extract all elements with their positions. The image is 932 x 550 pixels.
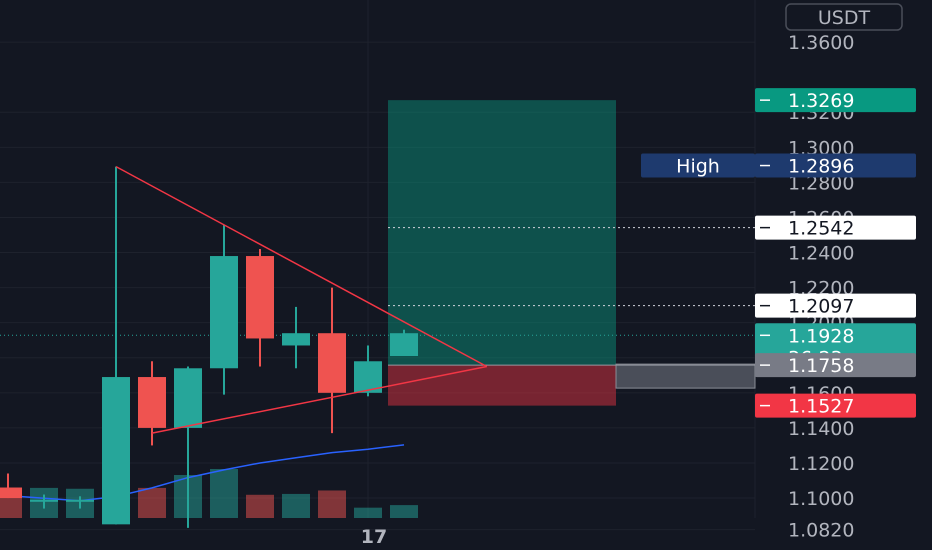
guide-price-label-upper-bg — [755, 215, 916, 240]
y-tick-label: 1.1200 — [788, 453, 854, 475]
high-price-label-bg — [755, 153, 916, 178]
y-tick-label: 1.2400 — [788, 243, 854, 265]
volume-bar — [138, 487, 166, 518]
high-price-label: 1.2896 — [788, 156, 854, 178]
y-tick-label: 1.1000 — [788, 488, 854, 510]
volume-bar — [354, 507, 382, 518]
y-tick-label: 1.3600 — [788, 32, 854, 54]
high-tag-bg — [641, 153, 755, 178]
volume-bar — [210, 468, 238, 518]
x-tick-label: 17 — [361, 526, 387, 548]
candle-body — [66, 499, 94, 502]
volume-bar — [0, 492, 22, 518]
currency-box — [785, 3, 903, 31]
currency-label: USDT — [818, 7, 871, 29]
candle-body — [390, 333, 418, 356]
entry-price-label-bg — [755, 353, 916, 378]
position-profit-zone — [388, 100, 616, 366]
candle-body — [30, 499, 58, 502]
candle-body — [318, 333, 346, 393]
candle-body — [246, 256, 274, 339]
y-tick-label: 1.2800 — [788, 172, 854, 194]
high-tag-label: High — [676, 156, 720, 178]
entry-price-label: 1.1758 — [788, 355, 854, 377]
candle-body — [102, 377, 130, 525]
candle-body — [282, 333, 310, 346]
volume-bar — [282, 493, 310, 518]
position-loss-zone — [388, 365, 616, 406]
position-extension-box — [615, 363, 756, 389]
y-tick-label: 1.0820 — [788, 520, 854, 542]
stop-price-label: 1.1527 — [788, 396, 854, 418]
volume-bar — [390, 505, 418, 518]
volume-bar — [246, 494, 274, 518]
triangle-upper-line — [115, 165, 488, 368]
candle-body — [210, 256, 238, 369]
candle-body — [138, 377, 166, 428]
y-tick-label: 1.1400 — [788, 418, 854, 440]
target-price-label-bg — [755, 88, 916, 113]
guide-price-label-lower-bg — [755, 293, 916, 318]
candle-body — [174, 368, 202, 428]
current-price-label: 1.1928 — [788, 325, 854, 347]
triangle-lower-line — [151, 365, 487, 434]
stop-price-label-bg — [755, 393, 916, 418]
target-price-label: 1.3269 — [788, 90, 854, 112]
guide-price-label-upper: 1.2542 — [788, 218, 854, 240]
candle-body — [0, 487, 22, 499]
volume-bar — [318, 490, 346, 518]
guide-price-label-lower: 1.2097 — [788, 296, 854, 318]
